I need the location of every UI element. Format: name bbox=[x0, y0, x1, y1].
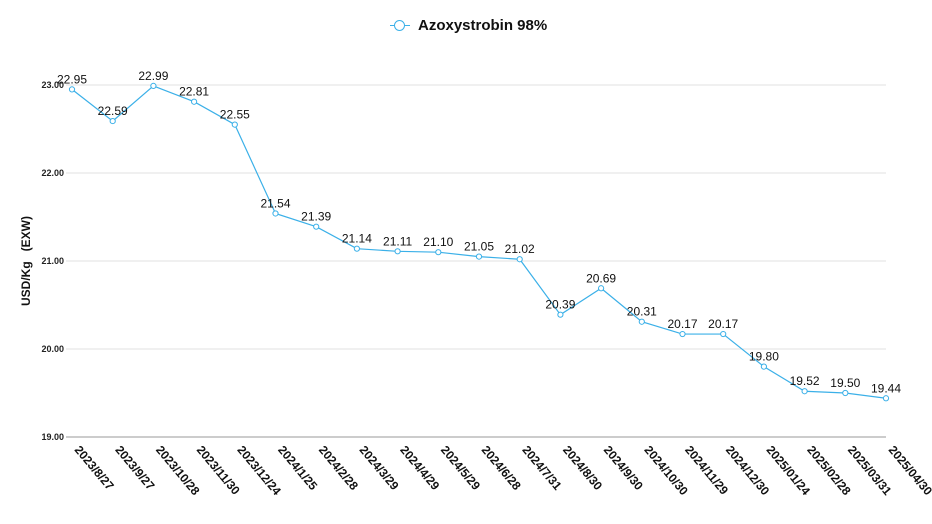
legend-label: Azoxystrobin 98% bbox=[418, 17, 548, 34]
data-label: 21.54 bbox=[260, 196, 290, 210]
data-point bbox=[353, 245, 360, 252]
data-point bbox=[882, 395, 890, 402]
legend-line-marker-icon bbox=[390, 19, 410, 33]
data-point bbox=[801, 388, 808, 395]
data-label: 20.17 bbox=[708, 317, 738, 331]
data-point bbox=[842, 389, 849, 397]
data-label: 21.39 bbox=[301, 210, 331, 224]
data-label: 19.80 bbox=[749, 350, 779, 364]
data-label: 21.02 bbox=[505, 242, 535, 256]
data-point bbox=[638, 318, 645, 325]
y-axis-label: USD/Kg (EXW) bbox=[19, 216, 33, 306]
y-tick-label: 22.00 bbox=[41, 168, 64, 178]
data-label: 22.95 bbox=[57, 72, 87, 86]
data-point bbox=[475, 253, 483, 260]
data-point bbox=[272, 210, 279, 217]
data-point bbox=[435, 249, 442, 256]
data-point bbox=[191, 98, 198, 105]
data-label: 21.11 bbox=[383, 234, 412, 248]
x-tick-label: 2024/7/31 bbox=[519, 443, 564, 493]
data-label: 21.14 bbox=[342, 232, 372, 246]
data-label: 20.17 bbox=[667, 317, 697, 331]
data-point bbox=[598, 285, 605, 292]
data-point bbox=[557, 311, 564, 318]
data-label: 20.39 bbox=[545, 298, 575, 312]
data-label: 22.99 bbox=[138, 69, 168, 83]
data-label: 20.69 bbox=[586, 271, 616, 285]
data-label: 21.10 bbox=[423, 235, 453, 249]
data-point bbox=[760, 363, 768, 370]
y-tick-label: 20.00 bbox=[41, 344, 64, 354]
data-point bbox=[150, 82, 157, 89]
data-label: 21.05 bbox=[464, 240, 494, 254]
data-point bbox=[679, 330, 686, 338]
data-label: 19.52 bbox=[790, 374, 820, 388]
data-label: 22.55 bbox=[220, 108, 250, 122]
data-point bbox=[231, 121, 238, 128]
data-point bbox=[109, 117, 116, 125]
data-label: 19.44 bbox=[871, 381, 901, 395]
x-tick-label: 2024/6/28 bbox=[479, 443, 524, 493]
data-point bbox=[720, 330, 727, 338]
data-point bbox=[68, 86, 76, 93]
data-label: 19.50 bbox=[830, 376, 860, 390]
x-tick-label: 2024/2/28 bbox=[316, 443, 361, 493]
x-tick-label: 2024/5/29 bbox=[438, 443, 483, 493]
x-tick-label: 2023/9/27 bbox=[112, 443, 157, 493]
x-tick-label: 2024/3/29 bbox=[357, 443, 402, 493]
y-tick-label: 21.00 bbox=[41, 256, 64, 266]
data-point bbox=[313, 223, 320, 230]
x-tick-label: 2024/4/29 bbox=[397, 443, 442, 493]
legend[interactable]: Azoxystrobin 98% bbox=[390, 17, 547, 34]
x-tick-label: 2023/8/27 bbox=[72, 443, 117, 493]
y-tick-label: 23.00 bbox=[41, 80, 64, 90]
data-label: 20.31 bbox=[627, 305, 657, 319]
y-tick-label: 19.00 bbox=[41, 432, 64, 442]
data-label: 22.81 bbox=[179, 85, 209, 99]
data-point bbox=[394, 248, 401, 255]
x-tick-label: 2024/9/30 bbox=[601, 443, 646, 493]
data-label: 22.59 bbox=[98, 104, 128, 118]
x-tick-label: 2024/8/30 bbox=[560, 443, 605, 493]
data-point bbox=[516, 256, 523, 263]
